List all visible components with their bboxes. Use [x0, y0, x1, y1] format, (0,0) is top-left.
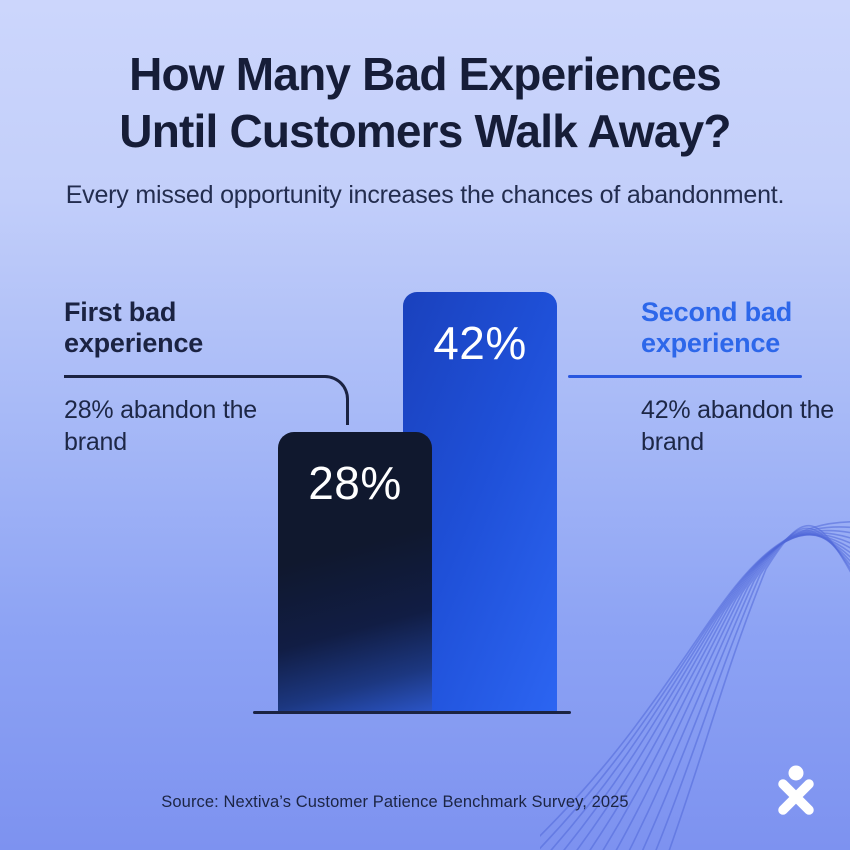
page-subtitle: Every missed opportunity increases the c…: [65, 181, 785, 209]
second-experience-connector-line: [568, 375, 802, 378]
chart-baseline: [253, 711, 571, 714]
wave-line: [655, 527, 850, 850]
nextiva-logo-icon: [778, 765, 814, 815]
wave-pattern-decoration: [540, 521, 850, 850]
page-title: How Many Bad Experiences Until Customers…: [0, 46, 850, 160]
logo-head-dot: [788, 765, 804, 781]
bar-first-experience: 28%: [278, 432, 432, 712]
page-title-line-1: How Many Bad Experiences: [129, 48, 722, 100]
source-text: Source: Nextiva’s Customer Patience Benc…: [161, 793, 629, 811]
wave-line: [641, 529, 850, 850]
second-experience-heading: Second bad experience: [641, 297, 793, 358]
bar-second-value-label: 42%: [433, 317, 527, 369]
page-title-line-2: Until Customers Walk Away?: [119, 105, 731, 157]
first-experience-caption: 28% abandon the brand: [64, 396, 258, 456]
wave-line: [615, 532, 850, 850]
first-experience-connector-line: [64, 375, 349, 425]
bar-first-value-label: 28%: [308, 457, 402, 509]
wave-line: [668, 525, 850, 850]
logo-x-glyph: [778, 779, 814, 815]
wave-line: [628, 531, 850, 850]
first-experience-heading: First bad experience: [64, 297, 204, 358]
second-experience-caption: 42% abandon the brand: [641, 396, 835, 456]
